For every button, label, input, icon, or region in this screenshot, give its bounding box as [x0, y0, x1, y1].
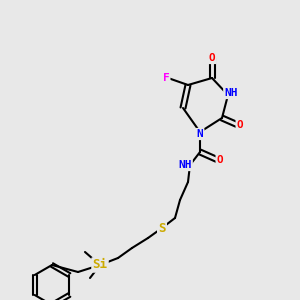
Text: F: F	[163, 73, 170, 83]
Text: S: S	[158, 221, 166, 235]
Text: O: O	[237, 120, 243, 130]
Text: O: O	[217, 155, 224, 165]
Text: O: O	[208, 53, 215, 63]
Text: Si: Si	[92, 259, 107, 272]
Text: NH: NH	[224, 88, 238, 98]
Text: NH: NH	[178, 160, 192, 170]
Text: N: N	[196, 129, 203, 139]
